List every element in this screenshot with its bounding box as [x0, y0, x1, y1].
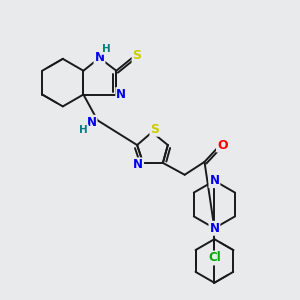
- Text: N: N: [133, 158, 143, 171]
- Text: N: N: [209, 222, 219, 235]
- Text: Cl: Cl: [208, 251, 221, 265]
- Text: N: N: [86, 116, 97, 129]
- Text: S: S: [151, 123, 160, 136]
- Text: N: N: [94, 51, 104, 64]
- Text: N: N: [116, 88, 126, 101]
- Text: H: H: [79, 125, 88, 135]
- Text: H: H: [102, 44, 111, 54]
- Text: N: N: [209, 174, 219, 187]
- Text: O: O: [217, 139, 228, 152]
- Text: S: S: [133, 50, 142, 62]
